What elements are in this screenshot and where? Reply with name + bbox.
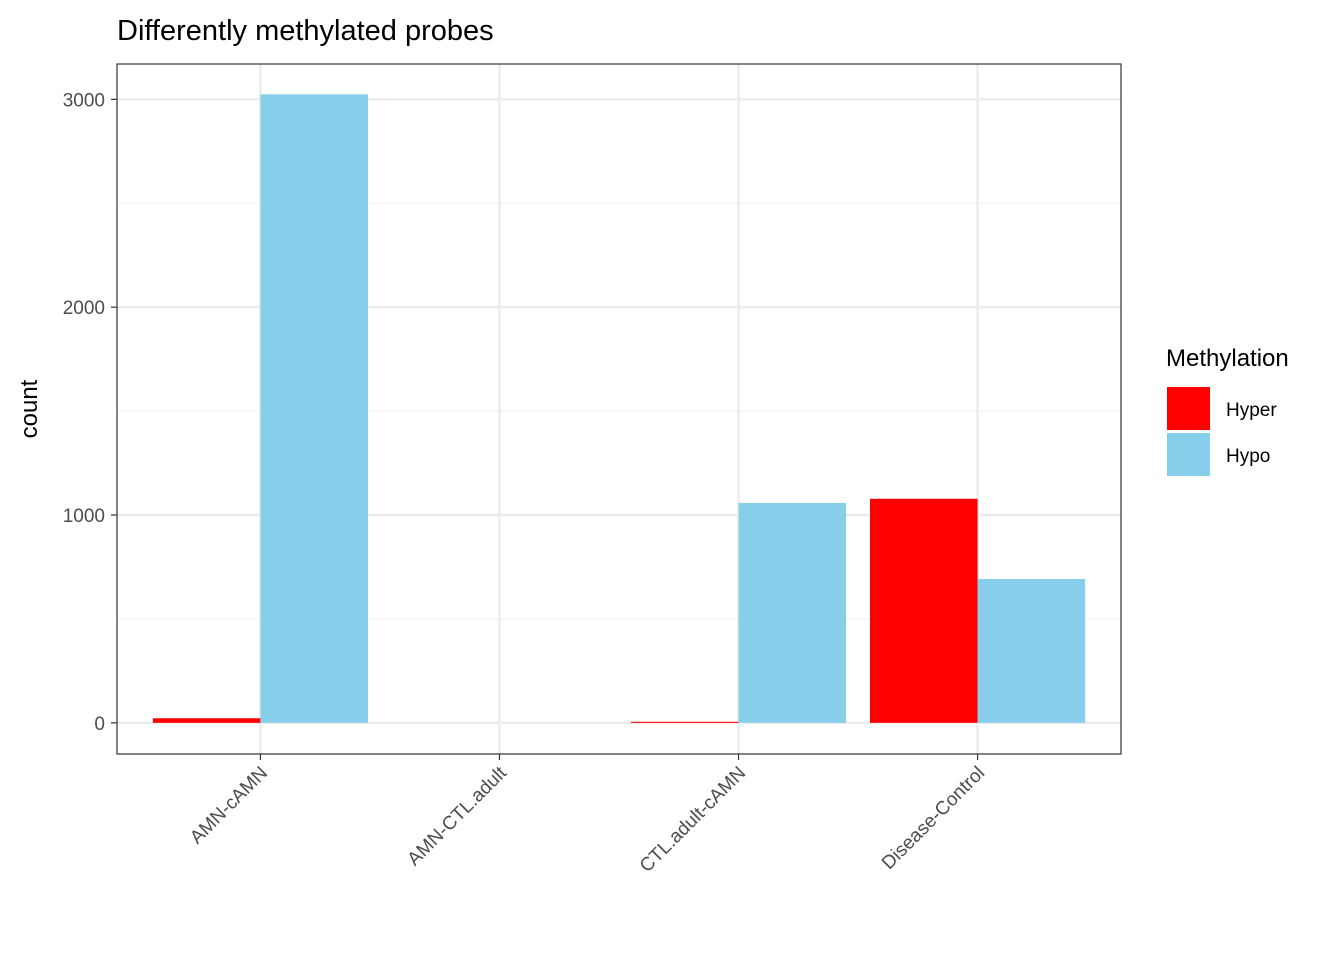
bar-hypo bbox=[738, 502, 847, 723]
y-tick-label: 0 bbox=[94, 714, 105, 735]
bar-hyper bbox=[152, 718, 261, 723]
x-axis: AMN-cAMN AMN-CTL.adult CTL.adult-cAMN Disea… bbox=[186, 754, 989, 877]
legend-title: Methylation bbox=[1166, 345, 1289, 372]
y-axis-title: count bbox=[16, 379, 43, 438]
x-tick-label: CTL.adult-cAMN bbox=[636, 763, 750, 877]
y-axis: 0 1000 2000 3000 bbox=[63, 90, 117, 735]
bar-hyper bbox=[630, 721, 739, 723]
bar-hyper bbox=[870, 498, 978, 723]
bar-hypo bbox=[260, 94, 368, 723]
legend-key-hypo bbox=[1167, 433, 1210, 476]
legend-label: Hyper bbox=[1226, 400, 1277, 421]
x-tick-label: AMN-cAMN bbox=[186, 763, 272, 849]
bar-hypo bbox=[977, 579, 1086, 723]
legend: Methylation Hyper Hypo bbox=[1166, 345, 1289, 476]
legend-label: Hypo bbox=[1226, 446, 1270, 467]
y-tick-label: 3000 bbox=[63, 90, 105, 111]
y-tick-label: 1000 bbox=[63, 506, 105, 527]
x-tick-label: Disease-Control bbox=[878, 763, 989, 874]
chart-title: Differently methylated probes bbox=[117, 15, 494, 47]
legend-key-hyper bbox=[1167, 387, 1210, 430]
bars bbox=[152, 94, 1086, 723]
plot-border bbox=[116, 63, 1122, 755]
y-tick-label: 2000 bbox=[63, 298, 105, 319]
x-tick-label: AMN-CTL.adult bbox=[404, 762, 512, 870]
